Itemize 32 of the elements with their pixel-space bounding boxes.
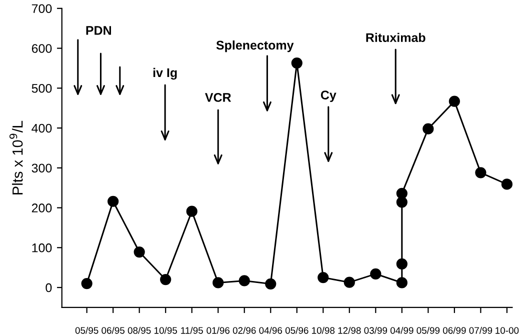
x-tick-label: 08/95: [128, 326, 151, 334]
x-tick-label: 07/99: [469, 326, 492, 334]
annotation: Splenectomy: [216, 40, 294, 52]
x-tick-label: 11/95: [181, 326, 203, 334]
annotation: iv Ig: [153, 68, 177, 80]
x-tick-label: 10-00: [496, 327, 519, 334]
annotation: PDN: [86, 26, 111, 35]
x-tick-label: 06/99: [442, 326, 466, 334]
y-tick-label: 400: [32, 124, 52, 133]
x-tick-label: 01/96: [206, 326, 230, 334]
annotation: Cy: [320, 90, 336, 102]
y-tick-label: 700: [32, 4, 52, 14]
x-tick-label: 02/96: [232, 326, 256, 334]
x-tick-label: 06/95: [102, 326, 125, 334]
x-tick-label: 04/96: [259, 326, 282, 334]
y-tick-label: 500: [32, 84, 52, 93]
x-tick-label: 10/95: [154, 326, 178, 334]
y-tick-label: 200: [32, 204, 52, 212]
annotation: VCR: [205, 93, 232, 102]
x-tick-label: 04/99: [390, 326, 414, 334]
x-tick-label: 10/98: [312, 326, 335, 334]
x-tick-label: 05/95: [75, 326, 98, 334]
y-tick-label: 100: [32, 243, 52, 252]
y-tick-label: 300: [32, 164, 52, 173]
annotation: Rituximab: [366, 32, 426, 42]
x-tick-label: 03/99: [364, 326, 388, 334]
x-tick-label: 05/99: [416, 326, 440, 334]
y-tick-label: 0: [46, 283, 52, 292]
x-tick-label: 05/96: [285, 326, 308, 334]
y-tick-label: 600: [32, 44, 52, 53]
y-axis-title: Plts x 10$^{9}$/L: [9, 120, 23, 194]
x-tick-label: 12/98: [338, 326, 361, 334]
